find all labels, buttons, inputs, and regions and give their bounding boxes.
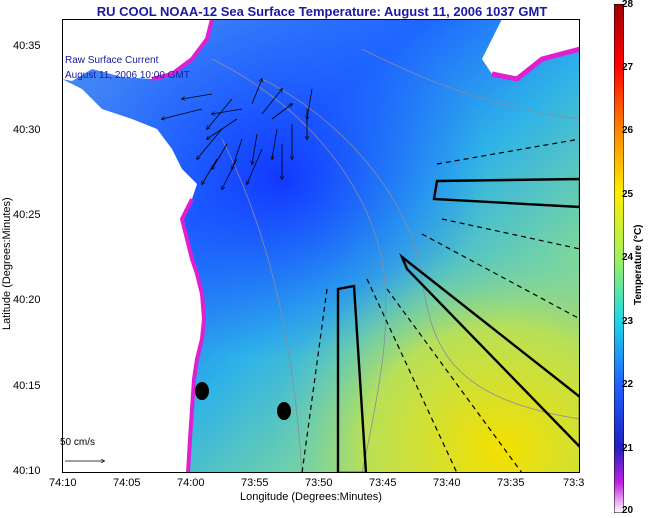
x-axis-label: Longitude (Degrees:Minutes) <box>240 491 382 503</box>
colorbar-tick: 22 <box>622 379 634 390</box>
mooring-marker-2 <box>277 402 291 420</box>
survey-boxes <box>336 177 580 473</box>
x-tick-label: 73:55 <box>241 477 269 489</box>
x-tick-label: 74:10 <box>49 477 77 489</box>
colorbar-tick: 21 <box>622 443 634 454</box>
colorbar-label: Temperature (°C) <box>633 224 644 306</box>
bathymetry-contours <box>211 48 580 473</box>
mooring-marker-1 <box>195 382 209 400</box>
current-legend-title: Raw Surface Current <box>65 55 159 66</box>
colorbar-tick: 27 <box>622 62 634 73</box>
x-tick-label: 73:40 <box>433 477 461 489</box>
current-vectors <box>162 79 313 189</box>
current-legend-date: August 11, 2006 10:00 GMT <box>65 70 190 81</box>
transect-lines <box>301 138 580 473</box>
y-tick-label: 40:15 <box>13 380 41 392</box>
y-tick-label: 40:25 <box>13 209 41 221</box>
survey-box-south <box>336 284 368 473</box>
y-tick-label: 40:10 <box>13 465 41 477</box>
survey-box-east <box>432 177 580 209</box>
colorbar-tick: 23 <box>622 316 634 327</box>
x-tick-label: 74:05 <box>113 477 141 489</box>
colorbar-tick: 20 <box>622 505 634 516</box>
colorbar-tick: 28 <box>622 0 634 10</box>
map-frame <box>62 19 580 473</box>
temperature-colorbar <box>614 4 624 513</box>
x-tick-label: 73:35 <box>497 477 525 489</box>
x-tick-label: 73:50 <box>305 477 333 489</box>
colorbar-tick: 24 <box>622 252 634 263</box>
sst-map <box>62 19 580 473</box>
y-tick-label: 40:35 <box>13 40 41 52</box>
y-tick-label: 40:20 <box>13 294 41 306</box>
land-mass-northeast <box>482 19 580 79</box>
y-tick-label: 40:30 <box>13 124 41 136</box>
colorbar-tick: 26 <box>622 125 634 136</box>
map-title: RU COOL NOAA-12 Sea Surface Temperature:… <box>96 4 548 19</box>
x-tick-label: 73:3 <box>563 477 585 489</box>
survey-box-diagonal <box>399 253 580 449</box>
land-mass-west <box>62 79 204 473</box>
scale-label: 50 cm/s <box>60 437 96 448</box>
x-tick-label: 74:00 <box>177 477 205 489</box>
y-axis-label: Latitude (Degrees:Minutes) <box>1 197 13 330</box>
x-tick-label: 73:45 <box>369 477 397 489</box>
land-mass-north <box>62 19 212 81</box>
colorbar-tick: 25 <box>622 189 634 200</box>
